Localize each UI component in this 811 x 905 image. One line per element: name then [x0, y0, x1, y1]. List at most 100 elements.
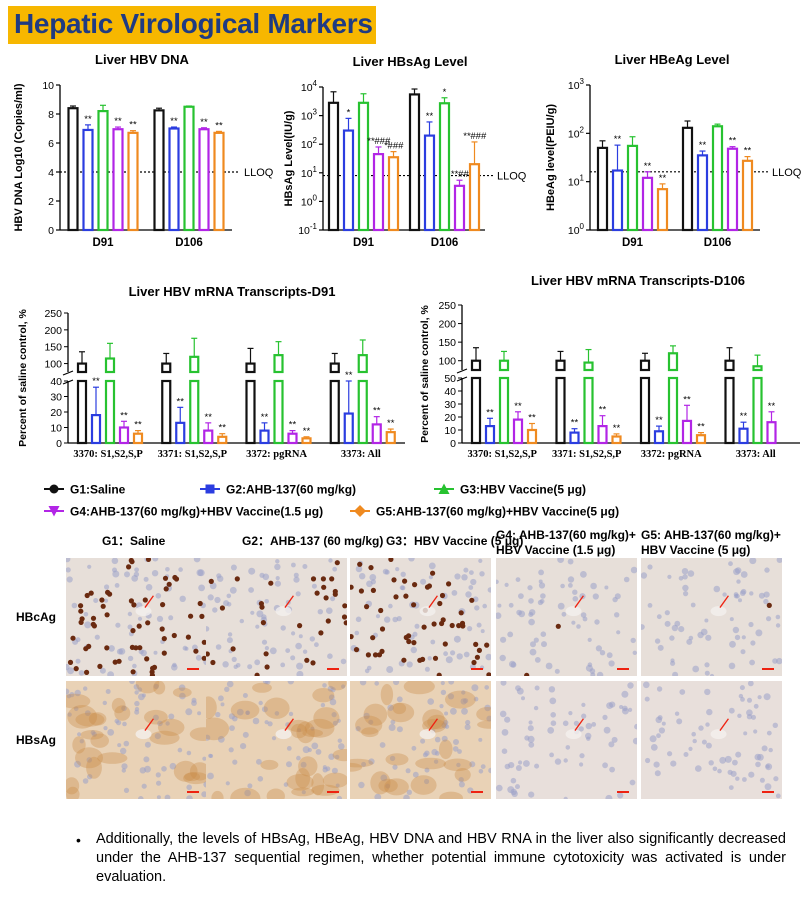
x-tick-label: D106 [431, 237, 459, 249]
significance-mark: ** [170, 116, 178, 127]
bar-g1-lower [245, 379, 256, 445]
bar-g3 [104, 357, 116, 374]
bar-g2 [168, 127, 180, 232]
bar-g3 [273, 354, 284, 374]
bar-g5 [213, 131, 225, 232]
significance-mark: ** [613, 423, 621, 434]
histology-row-label: HBcAg [16, 610, 57, 624]
bar-g5 [741, 159, 754, 232]
chart-title: Liver HBV DNA [95, 52, 190, 67]
y-tick-label: 100 [438, 356, 456, 368]
significance-mark: ** [215, 120, 223, 131]
significance-mark: **### [463, 131, 487, 142]
significance-mark: ** [599, 405, 607, 416]
significance-mark: ** [486, 407, 494, 418]
bar-g5 [387, 156, 400, 232]
bar-g4 [112, 128, 124, 232]
bar-g1 [724, 359, 735, 372]
triangle-up-marker-icon [434, 482, 454, 499]
chart-title: Liver HBV mRNA Transcripts-D91 [129, 284, 336, 299]
bar-g3-lower [273, 379, 284, 445]
chart-title: Liver HBV mRNA Transcripts-D106 [531, 273, 745, 288]
legend-label: G1:Saline [70, 482, 126, 497]
charts-canvas: Liver HBV DNA HBV DNA Log10 (Copies/ml) 0 2… [13, 52, 802, 460]
bar-g3 [711, 125, 724, 232]
bar-g3 [97, 109, 109, 232]
y-tick-label: 6 [48, 138, 54, 150]
significance-mark: ** [697, 422, 705, 433]
y-tick-label: 30 [50, 392, 62, 404]
bar-g4 [512, 418, 524, 445]
bar-g1 [596, 146, 609, 232]
section-banner: Hepatic Virological Markers [8, 6, 376, 44]
significance-mark: * [443, 87, 447, 98]
banner-title: Hepatic Virological Markers [14, 8, 373, 39]
significance-mark: ** [200, 117, 208, 128]
legend-item-g3: G3:HBV Vaccine(5 μg) [434, 482, 586, 499]
significance-mark: ** [683, 394, 691, 405]
y-tick-label: 103 [568, 77, 585, 92]
y-tick-label: 104 [301, 79, 318, 94]
significance-mark: ** [514, 401, 522, 412]
bar-g3-lower [104, 379, 116, 445]
bar-g3-lower [498, 376, 510, 445]
bar-g5 [695, 434, 707, 445]
significance-mark: ** [729, 136, 737, 147]
x-tick-label: D91 [92, 237, 114, 249]
y-tick-label: 10-1 [298, 222, 317, 237]
bar-g1 [408, 93, 421, 232]
histology-image [641, 558, 782, 676]
y-axis-label: HBeAg level(PEIU/g) [545, 104, 557, 211]
significance-mark: ** [387, 418, 395, 429]
significance-mark: **### [367, 136, 391, 147]
bar-g4 [118, 426, 130, 445]
bar-g3-lower [583, 376, 594, 445]
significance-mark: ** [114, 116, 122, 127]
bar-g1-lower [639, 376, 651, 445]
x-tick-label: 3371: S1,S2,S,P [552, 449, 622, 460]
diamond-marker-icon [350, 504, 370, 521]
y-tick-label: 50 [444, 373, 456, 385]
bar-g4 [371, 423, 382, 445]
axis-break [456, 376, 468, 382]
bar-g2 [342, 129, 355, 232]
square-marker-icon [200, 482, 220, 499]
y-tick-label: 8 [48, 109, 54, 121]
histology-image [350, 681, 491, 799]
lloq-label: LLOQ [772, 167, 802, 179]
y-tick-label: 10 [50, 423, 62, 435]
y-tick-label: 103 [301, 108, 318, 123]
histology-column-header: G4: AHB-137(60 mg/kg)+ HBV Vaccine (1.5 … [496, 528, 636, 557]
significance-mark: ** [528, 413, 536, 424]
bar-g5 [217, 435, 228, 445]
bar-g2 [423, 134, 436, 232]
y-tick-label: 250 [44, 308, 62, 320]
bar-g1 [470, 359, 482, 372]
y-tick-label: 100 [44, 359, 62, 371]
y-tick-label: 150 [44, 342, 62, 354]
y-tick-label: 4 [48, 167, 54, 179]
axis-break [456, 368, 468, 374]
significance-mark: ** [768, 401, 776, 412]
bar-g1 [67, 107, 79, 232]
significance-mark: ** [84, 114, 92, 125]
bar-g3 [357, 101, 370, 232]
bar-g4 [597, 425, 608, 445]
y-tick-label: 150 [438, 337, 456, 349]
significance-mark: ** [659, 173, 667, 184]
footer-text: Additionally, the levels of HBsAg, HBeAg… [96, 831, 786, 885]
y-tick-label: 101 [568, 174, 585, 189]
histology-image [496, 558, 637, 676]
significance-mark: ** [205, 412, 213, 423]
y-tick-label: 2 [48, 196, 54, 208]
bar-g2 [484, 425, 496, 445]
bar-g3 [583, 361, 594, 372]
y-tick-label: 200 [44, 325, 62, 337]
significance-mark: ** [744, 146, 752, 157]
bar-g5 [385, 431, 396, 445]
legend-label: G4:AHB-137(60 mg/kg)+HBV Vaccine(1.5 μg) [70, 504, 324, 519]
y-tick-label: 102 [568, 125, 585, 140]
histology-column-header: G5: AHB-137(60 mg/kg)+ HBV Vaccine (5 μg… [641, 528, 781, 557]
triangle-down-marker-icon [44, 504, 64, 521]
bar-g2 [611, 169, 624, 232]
